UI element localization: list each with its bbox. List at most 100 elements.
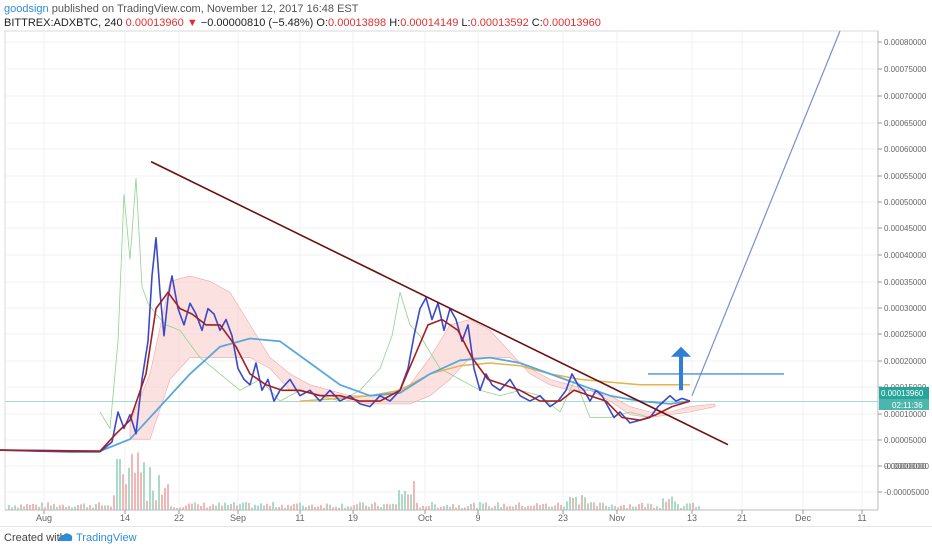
volume-bar (596, 506, 598, 510)
ma-slow-line (0, 337, 691, 453)
volume-bar (548, 506, 550, 510)
volume-bar (173, 507, 175, 510)
grid-lines (5, 31, 878, 510)
volume-bar (323, 507, 325, 510)
volume-bar (698, 506, 700, 510)
volume-bar (200, 505, 202, 510)
volume-bar (572, 497, 574, 510)
tradingview-cloud-icon[interactable] (58, 531, 74, 543)
volume-bar (620, 505, 622, 510)
volume-bar (578, 504, 580, 510)
volume-bar (617, 507, 619, 510)
y-tick-label: 0.00010000 (884, 410, 927, 419)
volume-bar (260, 503, 262, 510)
volume-bar (455, 507, 457, 510)
volume-bar (161, 494, 163, 510)
time-axis[interactable]: Aug 14 22 Sep 11 19 Oct 9 23 Nov 13 21 Dec 11 (36, 510, 867, 523)
volume-bar (299, 502, 301, 510)
price-chart[interactable]: 0.00080000 0.00075000 0.00070000 0.00065000… (0, 0, 932, 526)
volume-bar (536, 503, 538, 510)
volume-bar (206, 507, 208, 510)
volume-bar (515, 504, 517, 510)
footer-bar: Created with TradingView (0, 526, 932, 551)
volume-bar (614, 505, 616, 510)
volume-bar (404, 490, 406, 510)
volume-bar (410, 494, 412, 510)
volume-bar (227, 505, 229, 510)
volume-bar (635, 506, 637, 510)
volume-bar (32, 503, 34, 510)
tradingview-brand-link[interactable]: TradingView (76, 532, 137, 544)
drawings-layer[interactable] (150, 30, 841, 446)
volume-bar (452, 504, 454, 510)
volume-bar (221, 505, 223, 510)
volume-bar (14, 505, 16, 510)
price-axis[interactable]: 0.00080000 0.00075000 0.00070000 0.00065000… (878, 38, 929, 497)
volume-bar (38, 506, 40, 510)
volume-bar (467, 506, 469, 510)
volume-bar (683, 506, 685, 510)
volume-bar (113, 495, 115, 510)
volume-bar (284, 507, 286, 510)
volume-bar (374, 502, 376, 510)
volume-bar (593, 502, 595, 510)
volume-bar (518, 502, 520, 510)
volume-bar (428, 505, 430, 510)
close-label: C: (531, 17, 543, 29)
open-value: 0.00013898 (328, 17, 387, 29)
volume-bar (239, 503, 241, 510)
volume-bar (224, 502, 226, 510)
volume-bar (83, 503, 85, 510)
volume-bar (389, 504, 391, 510)
author-link[interactable]: goodsign (4, 3, 49, 15)
y-tick-label: 0.00035000 (884, 278, 927, 287)
volume-bar (263, 505, 265, 510)
y-tick-label: 0.00025000 (884, 330, 927, 339)
volume-bar (422, 505, 424, 510)
descending-trendline (150, 160, 729, 446)
ma-fast-line (0, 291, 691, 453)
volume-bar (653, 507, 655, 510)
x-tick-label: 14 (120, 513, 130, 523)
volume-bar (611, 504, 613, 510)
volume-bar (419, 507, 421, 510)
volume-bar (248, 503, 250, 510)
volume-bar (479, 502, 481, 510)
volume-bar (641, 502, 643, 510)
volume-bar (230, 503, 232, 510)
last-price: 0.00013960 (125, 17, 184, 29)
volume-bar (77, 505, 79, 510)
volume-bar (626, 507, 628, 510)
volume-bar (362, 502, 364, 510)
volume-bar (305, 506, 307, 510)
volume-bar (338, 507, 340, 510)
volume-bar (692, 502, 694, 510)
volume-bar (188, 503, 190, 510)
price-tag-value: 0.00013960 (881, 389, 924, 398)
price-change: −0.00000810 (−5.48%) (200, 17, 314, 29)
volume-bar (407, 494, 409, 510)
volume-bar (92, 507, 94, 510)
high-label: H: (389, 17, 401, 29)
volume-bar (218, 502, 220, 510)
volume-bar (182, 507, 184, 510)
volume-bar (371, 503, 373, 510)
volume-bar (47, 502, 49, 510)
x-tick-label: Nov (609, 513, 626, 523)
y-tick-label: 0.00055000 (884, 172, 927, 181)
volume-bar (158, 475, 160, 510)
volume-bar (575, 496, 577, 510)
volume-bar (623, 504, 625, 510)
x-tick-label: 19 (348, 513, 358, 523)
volume-bar (587, 503, 589, 510)
volume-bar (293, 504, 295, 510)
volume-bar (566, 501, 568, 510)
volume-bar (473, 502, 475, 510)
volume-bar (86, 507, 88, 510)
volume-bar (644, 507, 646, 510)
volume-bar (209, 506, 211, 510)
volume-bar (359, 502, 361, 510)
y-tick-label: 0.00040000 (884, 251, 927, 260)
volume-bar (380, 507, 382, 510)
volume-bar (62, 504, 64, 510)
